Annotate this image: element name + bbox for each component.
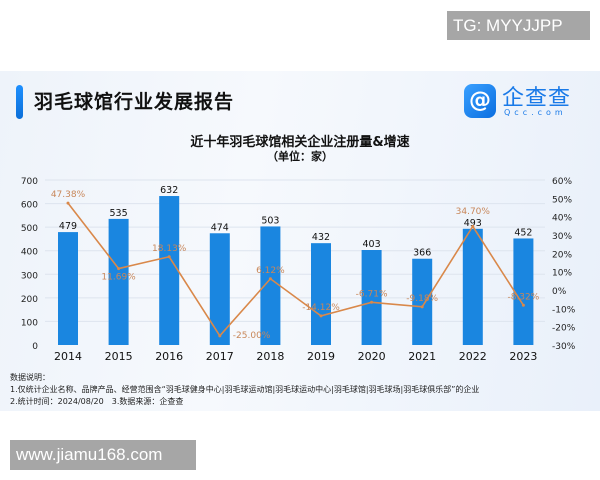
bar	[311, 243, 331, 345]
growth-label: 11.69%	[101, 273, 136, 283]
growth-label: -25.00%	[233, 331, 271, 341]
growth-point	[370, 300, 374, 304]
bar-value-label: 503	[261, 215, 279, 226]
growth-point	[268, 277, 272, 281]
growth-point	[218, 334, 222, 338]
bar-value-label: 535	[110, 208, 128, 219]
y-tick-right: 0%	[552, 287, 567, 297]
y-tick-left: 700	[21, 177, 38, 187]
x-tick-label: 2022	[459, 350, 487, 363]
growth-point	[167, 255, 171, 259]
title-accent-bar	[16, 85, 23, 119]
data-notes: 数据说明： 1.仅统计企业名称、品牌产品、经营范围含“羽毛球健身中心|羽毛球运动…	[10, 372, 479, 408]
growth-label: -6.71%	[356, 289, 388, 299]
y-tick-right: -30%	[552, 342, 576, 352]
bar-value-label: 632	[160, 185, 178, 196]
y-tick-left: 400	[21, 248, 38, 258]
logo-text-en: Qcc.com	[504, 108, 567, 117]
qcc-logo-icon: @	[464, 84, 496, 118]
x-tick-label: 2017	[206, 350, 234, 363]
x-tick-label: 2021	[408, 350, 436, 363]
bar-value-label: 452	[514, 227, 532, 238]
watermark-top: TG: MYYJJPP	[447, 11, 590, 40]
notes-heading: 数据说明：	[10, 373, 50, 382]
bar	[361, 250, 382, 345]
y-tick-left: 600	[21, 201, 38, 211]
y-tick-left: 0	[32, 342, 38, 352]
x-tick-label: 2015	[105, 350, 133, 363]
x-tick-label: 2020	[358, 350, 386, 363]
y-tick-left: 200	[21, 295, 38, 305]
growth-label: 47.38%	[51, 190, 86, 200]
growth-label: 18.13%	[152, 244, 187, 254]
bar	[462, 228, 483, 345]
bar	[260, 226, 281, 345]
y-tick-right: 40%	[552, 214, 572, 224]
bar	[58, 232, 78, 345]
chart-subtitle: （单位：家）	[267, 150, 333, 163]
bar	[412, 258, 433, 345]
bar-value-label: 432	[312, 232, 330, 243]
x-tick-label: 2016	[155, 350, 183, 363]
growth-label: -9.18%	[406, 294, 438, 304]
watermark-bottom: www.jiamu168.com	[10, 440, 196, 470]
growth-label: 6.12%	[256, 266, 285, 276]
growth-label: -14.12%	[302, 303, 340, 313]
bar	[108, 218, 129, 345]
growth-label: -8.32%	[507, 292, 539, 302]
report-title: 羽毛球馆行业发展报告	[34, 91, 235, 113]
y-tick-left: 100	[21, 318, 38, 328]
y-tick-right: 60%	[552, 177, 572, 187]
y-tick-right: 30%	[552, 232, 572, 242]
report-panel: 羽毛球馆行业发展报告 @ 企查查 Qcc.com 近十年羽毛球馆相关企业注册量&…	[0, 71, 600, 411]
y-tick-right: 50%	[552, 195, 572, 205]
notes-line-1: 1.仅统计企业名称、品牌产品、经营范围含“羽毛球健身中心|羽毛球运动馆|羽毛球运…	[10, 385, 480, 394]
x-tick-label: 2023	[509, 350, 537, 363]
x-tick-label: 2014	[54, 350, 82, 363]
growth-label: 34.70%	[456, 207, 491, 217]
bar-value-label: 493	[464, 218, 482, 229]
chart-title: 近十年羽毛球馆相关企业注册量&增速	[190, 135, 410, 150]
y-tick-left: 500	[21, 224, 38, 234]
growth-line	[67, 202, 525, 338]
growth-point	[319, 314, 323, 318]
growth-point	[117, 267, 121, 271]
growth-point	[521, 303, 525, 307]
x-tick-label: 2019	[307, 350, 335, 363]
growth-point	[471, 224, 475, 228]
logo-text-cn: 企查查	[502, 86, 572, 111]
bar-value-label: 479	[59, 221, 77, 232]
bar-value-label: 366	[413, 248, 431, 259]
y-tick-right: 20%	[552, 250, 572, 260]
y-tick-left: 300	[21, 271, 38, 281]
y-tick-right: -10%	[552, 305, 576, 315]
bar	[159, 196, 180, 345]
growth-point	[66, 201, 70, 205]
growth-point	[420, 305, 424, 309]
x-tick-label: 2018	[256, 350, 284, 363]
notes-line-2: 2.统计时间：2024/08/20 3.数据来源：企查查	[10, 397, 184, 406]
bar-value-label: 403	[363, 239, 381, 250]
bar	[513, 238, 534, 345]
bar	[209, 233, 230, 345]
qcc-logo: @ 企查查 Qcc.com	[464, 84, 582, 120]
bar-value-label: 474	[211, 222, 229, 233]
y-tick-right: -20%	[552, 324, 576, 334]
y-tick-right: 10%	[552, 269, 572, 279]
